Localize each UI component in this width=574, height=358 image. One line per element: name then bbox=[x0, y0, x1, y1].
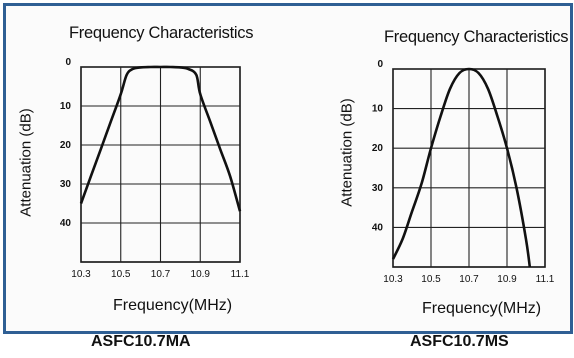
chart-title-left: Frequency Characteristics bbox=[69, 24, 254, 42]
y-tick-label-left-2: 20 bbox=[60, 140, 72, 151]
caption-left: ASFC10.7MA bbox=[91, 333, 191, 350]
response-curve-left-0 bbox=[79, 65, 242, 212]
x-tick-label-right-4: 11.1 bbox=[536, 274, 555, 285]
y-tick-label-right-4: 40 bbox=[372, 222, 384, 233]
y-tick-label-left-0: 0 bbox=[65, 57, 71, 68]
plot-left: 10.3 10.5 10.7 10.9 11.1 0 10 20 30 40 bbox=[60, 57, 250, 280]
y-tick-label-right-3: 30 bbox=[372, 183, 384, 194]
x-tick-label-right-0: 10.3 bbox=[383, 274, 403, 285]
chart-panel-left: Frequency Characteristics Attenuation (d… bbox=[6, 6, 286, 331]
chart-panel-right: Frequency Characteristics Attenuation (d… bbox=[312, 6, 570, 331]
x-tick-label-right-2: 10.7 bbox=[459, 274, 479, 285]
caption-right: ASFC10.7MS bbox=[410, 333, 509, 350]
axes-left: 10.3 10.5 10.7 10.9 11.1 0 10 20 30 40 bbox=[60, 57, 250, 280]
x-tick-label-left-0: 10.3 bbox=[71, 269, 91, 280]
x-tick-label-left-3: 10.9 bbox=[191, 269, 211, 280]
y-tick-label-left-3: 30 bbox=[60, 179, 72, 190]
y-tick-label-right-0: 0 bbox=[377, 59, 383, 70]
chart-title-right: Frequency Characteristics bbox=[384, 28, 569, 46]
y-tick-label-left-1: 10 bbox=[60, 101, 72, 112]
y-tick-label-left-4: 40 bbox=[60, 218, 72, 229]
x-tick-label-left-1: 10.5 bbox=[111, 269, 131, 280]
x-axis-label-right: Frequency(MHz) bbox=[422, 300, 542, 317]
y-tick-label-right-2: 20 bbox=[372, 143, 384, 154]
x-tick-label-left-2: 10.7 bbox=[151, 269, 171, 280]
plot-right: 10.3 10.5 10.7 10.9 11.1 0 10 20 30 40 bbox=[372, 59, 555, 285]
y-tick-label-right-1: 10 bbox=[372, 104, 384, 115]
x-tick-label-right-3: 10.9 bbox=[497, 274, 517, 285]
x-tick-label-left-4: 11.1 bbox=[231, 269, 250, 280]
x-tick-label-right-1: 10.5 bbox=[421, 274, 441, 285]
figure-frame: Frequency Characteristics Attenuation (d… bbox=[3, 3, 573, 334]
x-axis-label-left: Frequency(MHz) bbox=[113, 297, 233, 314]
response-curve-right-0 bbox=[391, 67, 532, 268]
